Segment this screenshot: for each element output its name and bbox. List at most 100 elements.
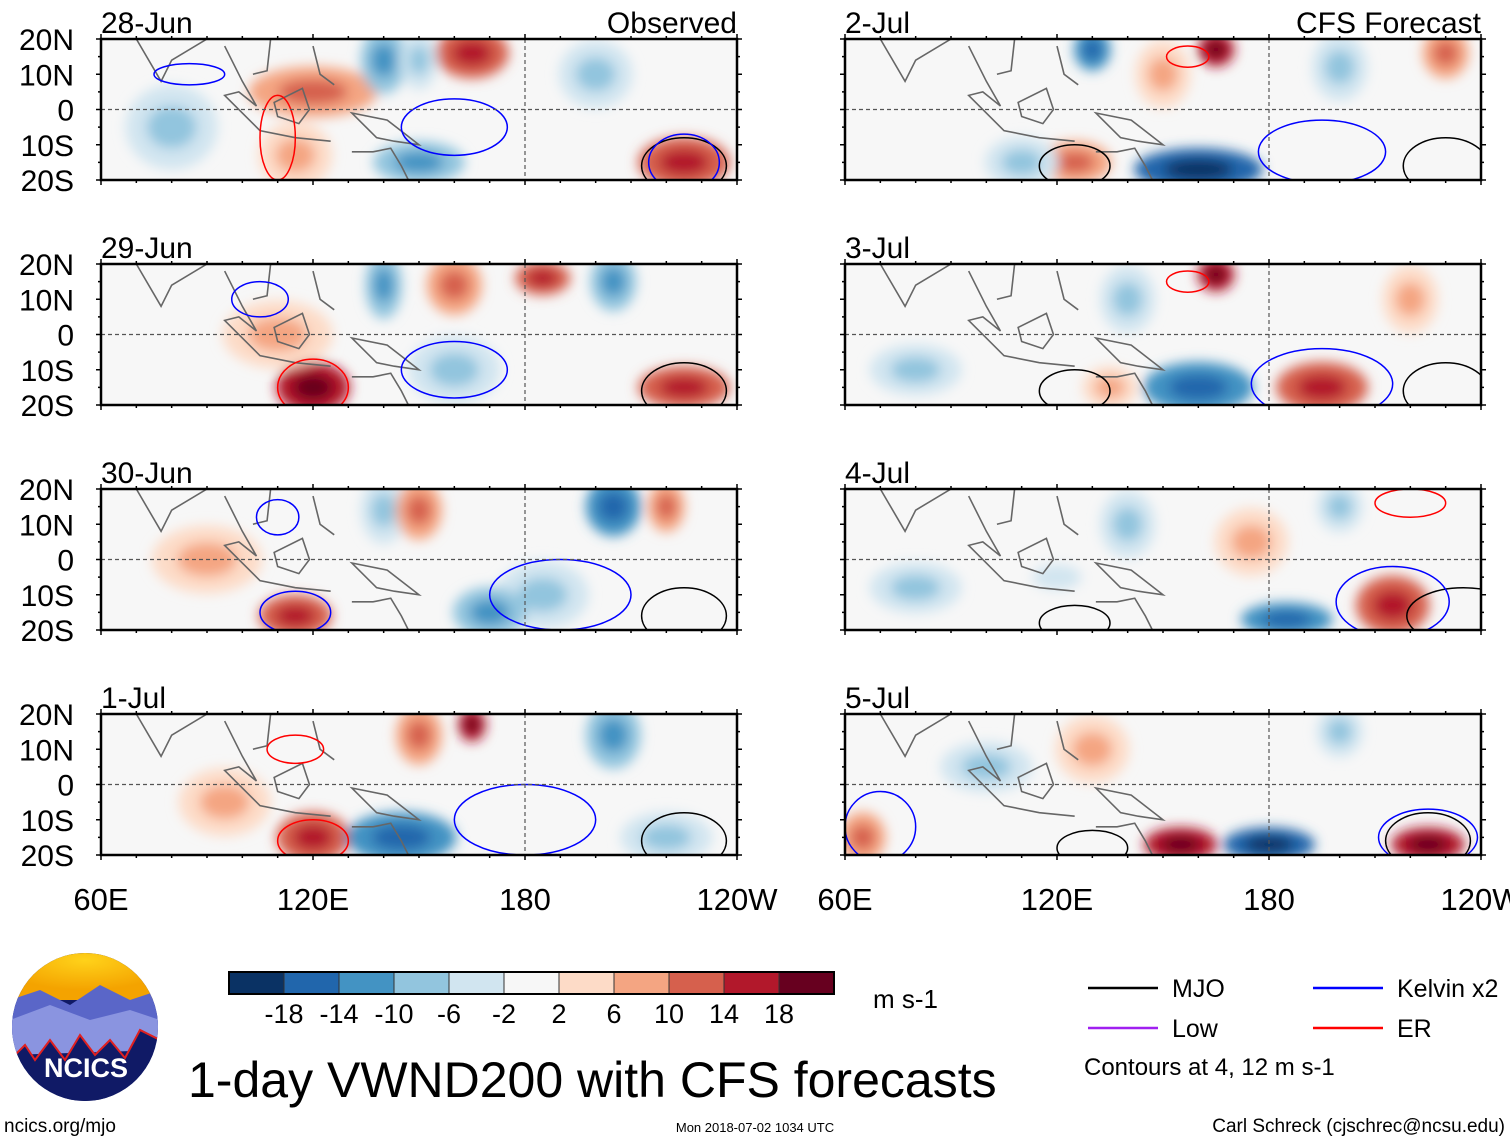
wind-anomaly-core <box>659 376 709 398</box>
lat-label: 0 <box>57 320 74 353</box>
wind-anomaly-core <box>890 575 941 601</box>
wind-anomaly-core <box>429 352 480 387</box>
wind-anomaly-core <box>371 493 397 528</box>
contour-line <box>1406 586 1481 630</box>
wind-anomaly-core <box>199 785 250 820</box>
contour-line <box>1335 565 1450 630</box>
wind-anomaly-core <box>575 57 616 92</box>
colorbar-label: 18 <box>764 999 794 1029</box>
panel-date: 29-Jun <box>101 232 193 265</box>
wind-anomaly-core <box>278 79 348 105</box>
lat-label: 0 <box>57 95 74 128</box>
wind-anomaly-core <box>1327 493 1353 520</box>
lat-label: 10S <box>21 805 74 838</box>
lon-label: 180 <box>1243 882 1295 917</box>
contour-line <box>1402 361 1481 405</box>
lat-label: 10N <box>19 284 74 317</box>
colorbar-label: -10 <box>374 999 413 1029</box>
wind-anomaly-core <box>1261 610 1312 628</box>
map-panel-3-Jul: 3-Jul <box>840 232 1486 410</box>
wind-anomaly-core <box>469 599 510 626</box>
logo-text: NCICS <box>44 1053 128 1083</box>
wind-anomaly-core <box>1297 374 1347 401</box>
contour-line <box>488 558 632 630</box>
colorbar-label: 10 <box>654 999 684 1029</box>
footer-timestamp: Mon 2018-07-02 1034 UTC <box>676 1120 834 1135</box>
wind-anomaly-core <box>527 269 558 287</box>
coastline <box>879 489 1166 630</box>
wind-anomaly-core <box>1072 732 1113 767</box>
wind-anomaly-core <box>1160 835 1201 853</box>
lat-label: 20N <box>19 249 74 282</box>
coastline <box>879 264 1166 405</box>
coastline <box>135 264 422 405</box>
wind-anomaly-core <box>452 40 492 66</box>
lat-label: 20S <box>21 165 74 198</box>
colorbar-swatch <box>503 971 560 995</box>
contour-line <box>1038 369 1111 405</box>
colorbar-label: 14 <box>709 999 739 1029</box>
contour-line <box>153 62 226 86</box>
contour-line <box>266 734 325 765</box>
wind-anomaly-core <box>850 824 876 851</box>
lon-label: 60E <box>817 882 872 917</box>
wind-anomaly-core <box>1032 564 1082 590</box>
wind-anomaly-core <box>1148 57 1178 92</box>
lat-label: 20N <box>19 24 74 57</box>
wind-anomaly-core <box>598 491 629 522</box>
contour-line <box>255 498 300 536</box>
lon-label: 60E <box>73 882 128 917</box>
panel-date: 3-Jul <box>845 232 910 265</box>
wind-anomaly-core <box>1244 835 1294 853</box>
lat-label: 20N <box>19 474 74 507</box>
legend-label: Low <box>1172 1015 1219 1043</box>
wind-anomaly-core <box>406 720 432 750</box>
wind-anomaly-core <box>1324 50 1355 85</box>
contour-line <box>259 590 332 630</box>
lat-label: 10N <box>19 509 74 542</box>
wind-anomaly-core <box>1001 149 1042 176</box>
footer-url[interactable]: ncics.org/mjo <box>4 1116 116 1137</box>
coastline <box>135 39 422 180</box>
legend-label: Kelvin x2 <box>1397 975 1498 1003</box>
wind-anomaly-core <box>275 605 316 627</box>
wind-anomaly-core <box>600 266 626 297</box>
colorbar: -18 -14 -10 -6 -2 2 6 10 14 18 <box>228 971 835 1029</box>
contour-line <box>640 811 728 855</box>
map-panel-5-Jul: 5-Jul 60E 120E 180 120W <box>817 682 1510 917</box>
contour-line <box>230 280 290 318</box>
map-panel-2-Jul: 2-Jul CFS Forecast <box>840 7 1486 185</box>
wind-anomaly-core <box>439 270 470 300</box>
wind-anomaly-core <box>890 357 941 383</box>
contour-line <box>1257 119 1387 180</box>
lat-label: 20N <box>19 699 74 732</box>
colorbar-swatch <box>778 971 835 995</box>
colorbar-label: -2 <box>492 999 516 1029</box>
panel-date: 30-Jun <box>101 457 193 490</box>
contour-line <box>640 586 728 630</box>
colorbar-swatch <box>393 971 450 995</box>
contour-line <box>845 790 917 855</box>
lon-label: 120E <box>1021 882 1093 917</box>
wind-anomaly-core <box>464 716 480 734</box>
colorbar-label: -18 <box>264 999 303 1029</box>
ncics-logo: NCICS <box>12 953 158 1101</box>
wind-anomaly-core <box>961 754 1012 780</box>
colorbar-swatch <box>613 971 670 995</box>
wind-anomaly-core <box>517 577 568 612</box>
colorbar-label: 6 <box>606 999 621 1029</box>
wind-anomaly-core <box>371 43 397 78</box>
lat-label: 10S <box>21 355 74 388</box>
lat-label: 10N <box>19 59 74 92</box>
wind-anomaly-core <box>406 495 432 525</box>
wind-anomaly-core <box>1082 39 1103 61</box>
lat-label: 0 <box>57 770 74 803</box>
wind-anomaly-core <box>1408 835 1448 853</box>
colorbar-swatch <box>228 971 285 995</box>
panel-date: 2-Jul <box>845 7 910 40</box>
contour-line <box>640 136 728 180</box>
wind-anomaly-core <box>394 151 444 173</box>
coastline <box>879 39 1166 180</box>
colorbar-swatch <box>668 971 725 995</box>
